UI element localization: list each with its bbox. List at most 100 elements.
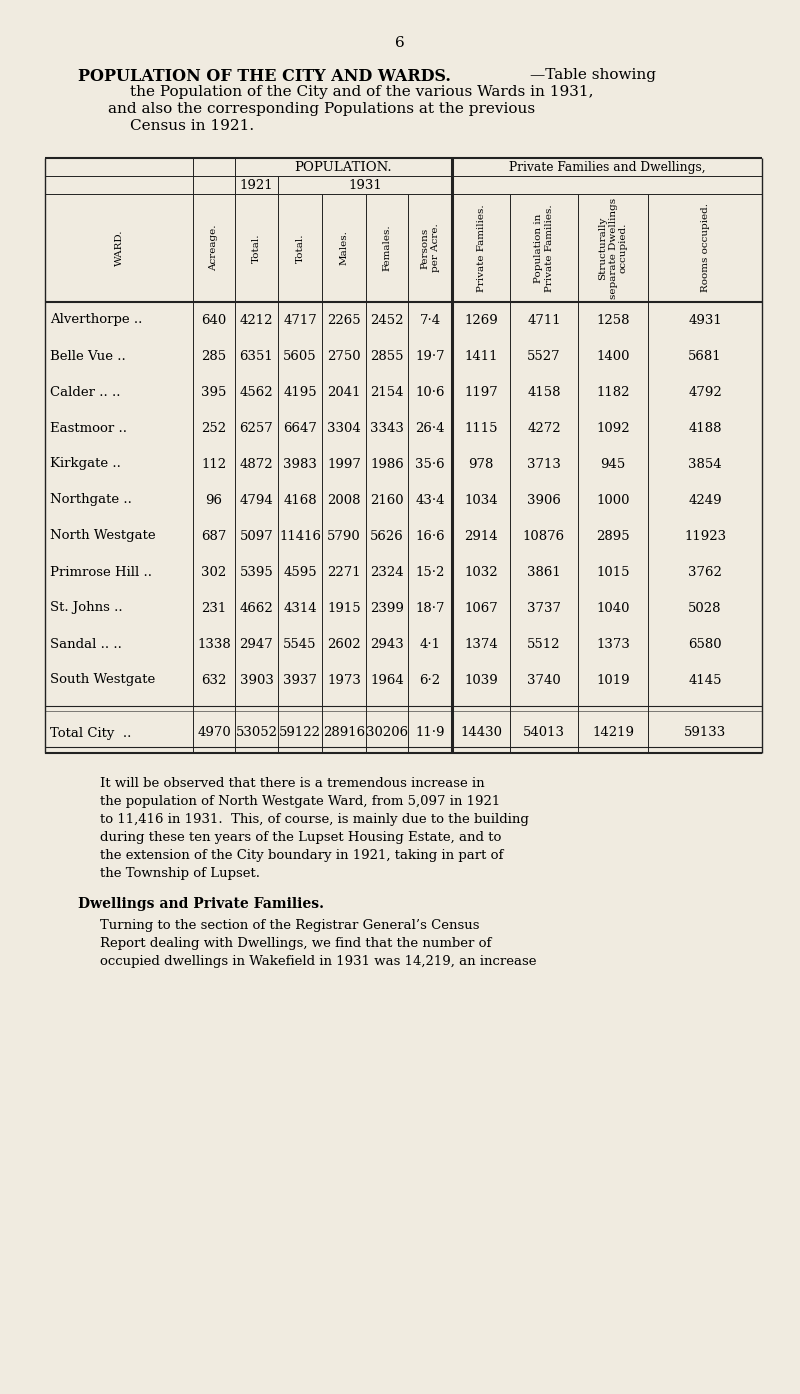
Text: 1019: 1019 [596, 673, 630, 686]
Text: 4717: 4717 [283, 314, 317, 326]
Text: 945: 945 [600, 457, 626, 471]
Text: 1067: 1067 [464, 601, 498, 615]
Text: 4931: 4931 [688, 314, 722, 326]
Text: 4662: 4662 [240, 601, 274, 615]
Text: 3737: 3737 [527, 601, 561, 615]
Text: 6257: 6257 [240, 421, 274, 435]
Text: 2750: 2750 [327, 350, 361, 362]
Text: 5545: 5545 [283, 637, 317, 651]
Text: 14219: 14219 [592, 726, 634, 739]
Text: Belle Vue ..: Belle Vue .. [50, 350, 126, 362]
Text: 2895: 2895 [596, 530, 630, 542]
Text: the Population of the City and of the various Wards in 1931,: the Population of the City and of the va… [130, 85, 594, 99]
Text: 1000: 1000 [596, 493, 630, 506]
Text: 53052: 53052 [235, 726, 278, 739]
Text: Rooms occupied.: Rooms occupied. [701, 204, 710, 293]
Text: 1032: 1032 [464, 566, 498, 579]
Text: Kirkgate ..: Kirkgate .. [50, 457, 121, 471]
Text: 632: 632 [202, 673, 226, 686]
Text: Total City  ..: Total City .. [50, 726, 131, 739]
Text: 3906: 3906 [527, 493, 561, 506]
Text: 4212: 4212 [240, 314, 274, 326]
Text: 302: 302 [202, 566, 226, 579]
Text: 11·9: 11·9 [415, 726, 445, 739]
Text: 30206: 30206 [366, 726, 408, 739]
Text: 4·1: 4·1 [419, 637, 441, 651]
Text: 2452: 2452 [370, 314, 404, 326]
Text: 11923: 11923 [684, 530, 726, 542]
Text: South Westgate: South Westgate [50, 673, 155, 686]
Text: 2947: 2947 [240, 637, 274, 651]
Text: 1115: 1115 [464, 421, 498, 435]
Text: 28916: 28916 [323, 726, 365, 739]
Text: Total.: Total. [295, 233, 305, 262]
Text: 2160: 2160 [370, 493, 404, 506]
Text: 1182: 1182 [596, 386, 630, 399]
Text: 3740: 3740 [527, 673, 561, 686]
Text: 1015: 1015 [596, 566, 630, 579]
Text: 26·4: 26·4 [415, 421, 445, 435]
Text: 14430: 14430 [460, 726, 502, 739]
Text: 4562: 4562 [240, 386, 274, 399]
Text: Primrose Hill ..: Primrose Hill .. [50, 566, 152, 579]
Text: 978: 978 [468, 457, 494, 471]
Text: Calder .. ..: Calder .. .. [50, 386, 121, 399]
Text: WARD.: WARD. [114, 230, 123, 266]
Text: 4195: 4195 [283, 386, 317, 399]
Text: 2602: 2602 [327, 637, 361, 651]
Text: 3903: 3903 [239, 673, 274, 686]
Text: 43·4: 43·4 [415, 493, 445, 506]
Text: 5605: 5605 [283, 350, 317, 362]
Text: 54013: 54013 [523, 726, 565, 739]
Text: 4145: 4145 [688, 673, 722, 686]
Text: 1986: 1986 [370, 457, 404, 471]
Text: Private Families.: Private Families. [477, 204, 486, 291]
Text: 2399: 2399 [370, 601, 404, 615]
Text: 252: 252 [202, 421, 226, 435]
Text: 1039: 1039 [464, 673, 498, 686]
Text: 2914: 2914 [464, 530, 498, 542]
Text: 4792: 4792 [688, 386, 722, 399]
Text: 1374: 1374 [464, 637, 498, 651]
Text: 3762: 3762 [688, 566, 722, 579]
Text: 5626: 5626 [370, 530, 404, 542]
Text: 3304: 3304 [327, 421, 361, 435]
Text: 4711: 4711 [527, 314, 561, 326]
Text: Report dealing with Dwellings, we find that the number of: Report dealing with Dwellings, we find t… [100, 937, 491, 949]
Text: 2943: 2943 [370, 637, 404, 651]
Text: 2265: 2265 [327, 314, 361, 326]
Text: 18·7: 18·7 [415, 601, 445, 615]
Text: It will be observed that there is a tremendous increase in: It will be observed that there is a trem… [100, 776, 485, 790]
Text: 4794: 4794 [240, 493, 274, 506]
Text: Sandal .. ..: Sandal .. .. [50, 637, 122, 651]
Text: 1973: 1973 [327, 673, 361, 686]
Text: the Township of Lupset.: the Township of Lupset. [100, 867, 260, 880]
Text: the extension of the City boundary in 1921, taking in part of: the extension of the City boundary in 19… [100, 849, 503, 861]
Text: 2041: 2041 [327, 386, 361, 399]
Text: 59133: 59133 [684, 726, 726, 739]
Text: and also the corresponding Populations at the previous: and also the corresponding Populations a… [108, 102, 535, 116]
Text: Eastmoor ..: Eastmoor .. [50, 421, 127, 435]
Text: 10876: 10876 [523, 530, 565, 542]
Text: 6351: 6351 [240, 350, 274, 362]
Text: 96: 96 [206, 493, 222, 506]
Text: Structurally
separate Dwellings
occupied.: Structurally separate Dwellings occupied… [598, 198, 628, 298]
Text: 395: 395 [202, 386, 226, 399]
Text: Alverthorpe ..: Alverthorpe .. [50, 314, 142, 326]
Text: 7·4: 7·4 [419, 314, 441, 326]
Text: 3713: 3713 [527, 457, 561, 471]
Text: 1400: 1400 [596, 350, 630, 362]
Text: Dwellings and Private Families.: Dwellings and Private Families. [78, 896, 324, 912]
Text: 4158: 4158 [527, 386, 561, 399]
Text: 4970: 4970 [197, 726, 231, 739]
Text: Females.: Females. [382, 224, 391, 272]
Text: 19·7: 19·7 [415, 350, 445, 362]
Text: Males.: Males. [339, 230, 349, 265]
Text: 687: 687 [202, 530, 226, 542]
Text: 5512: 5512 [527, 637, 561, 651]
Text: 4249: 4249 [688, 493, 722, 506]
Text: 6580: 6580 [688, 637, 722, 651]
Text: 3861: 3861 [527, 566, 561, 579]
Text: Turning to the section of the Registrar General’s Census: Turning to the section of the Registrar … [100, 919, 479, 933]
Text: 1034: 1034 [464, 493, 498, 506]
